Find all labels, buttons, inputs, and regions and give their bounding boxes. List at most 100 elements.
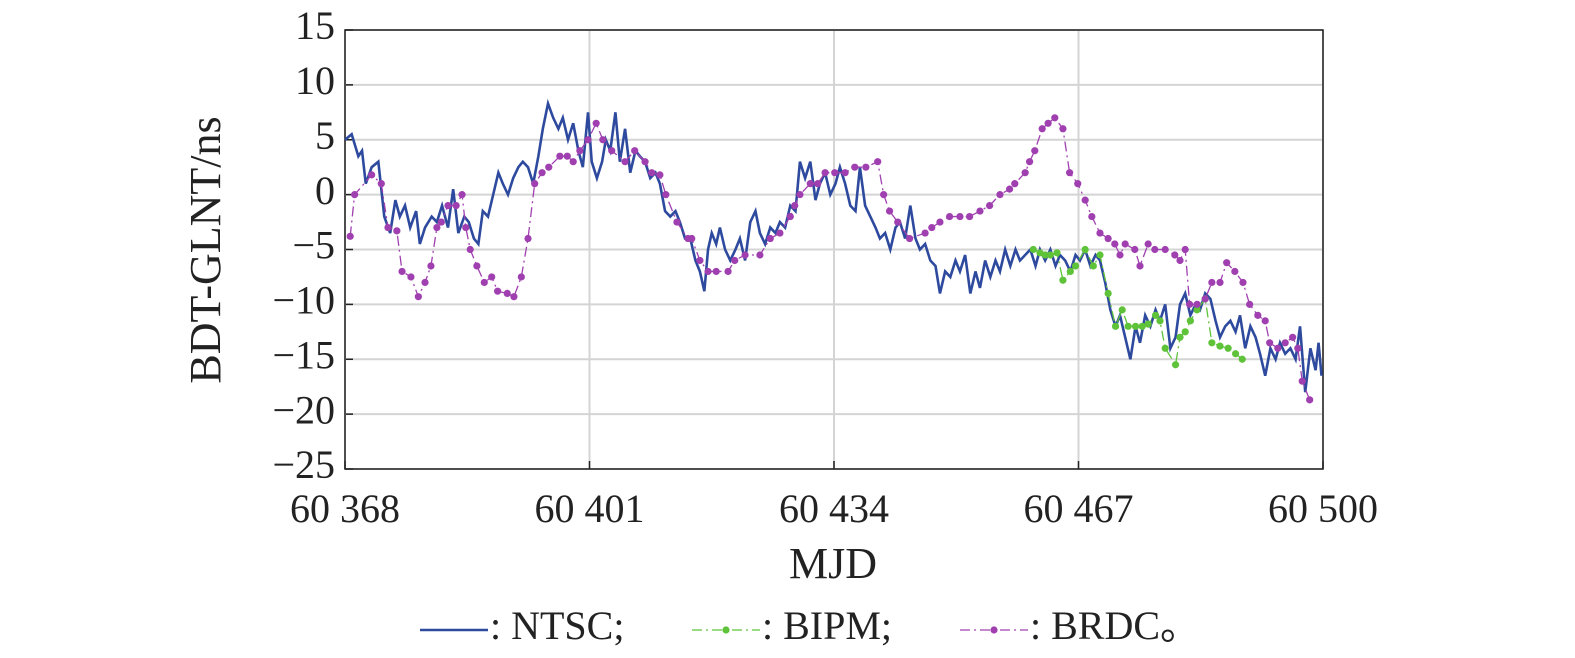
y-tick-label: −15 — [272, 332, 335, 377]
series-marker — [427, 262, 435, 270]
series-marker — [1223, 259, 1231, 267]
series-marker — [1144, 240, 1152, 248]
series-marker — [584, 136, 592, 144]
y-tick-label: 0 — [315, 168, 335, 213]
series-marker — [776, 229, 784, 237]
series-marker — [377, 180, 385, 188]
series-marker — [1081, 196, 1089, 204]
series-marker — [351, 191, 359, 199]
series-marker — [494, 287, 502, 295]
series-marker — [648, 169, 656, 177]
series-marker — [756, 251, 764, 259]
x-tick-label: 60 500 — [1268, 486, 1378, 531]
series-marker — [592, 119, 600, 127]
series-marker — [1181, 328, 1189, 336]
series-marker — [1144, 320, 1152, 328]
series-marker — [576, 147, 584, 155]
series-marker — [766, 234, 774, 243]
series-marker — [1246, 300, 1254, 308]
series-marker — [1104, 234, 1112, 243]
series-marker — [1208, 278, 1216, 287]
series-marker — [368, 171, 376, 179]
series-marker — [599, 136, 607, 144]
series-marker — [1281, 339, 1289, 347]
series-marker — [894, 218, 902, 226]
series-marker — [1216, 342, 1224, 350]
series-marker — [1156, 317, 1164, 325]
series-marker — [1176, 256, 1184, 265]
series-marker — [1171, 251, 1179, 259]
series-marker — [1074, 180, 1082, 188]
x-tick-label: 60 401 — [535, 486, 645, 531]
series-marker — [1066, 267, 1074, 276]
series-marker — [1254, 311, 1262, 319]
series-marker — [437, 218, 445, 226]
series-marker — [346, 232, 354, 240]
legend-key-marker — [990, 626, 998, 634]
series-marker — [1208, 339, 1216, 347]
series-marker — [1038, 125, 1046, 133]
series-marker — [488, 273, 496, 281]
series-marker — [1161, 344, 1169, 352]
series-marker — [510, 293, 518, 301]
legend-label: : NTSC; — [490, 603, 624, 648]
series-marker — [1216, 278, 1224, 287]
legend-key-marker — [722, 626, 730, 634]
series-marker — [1131, 322, 1140, 330]
series-marker — [1298, 377, 1306, 385]
series-marker — [741, 251, 749, 259]
series-marker — [1231, 267, 1239, 276]
series-marker — [398, 267, 406, 276]
series-marker — [1031, 147, 1039, 155]
series-marker — [831, 169, 839, 177]
series-line — [349, 116, 1311, 401]
series-marker — [1261, 317, 1269, 325]
series-marker — [1294, 344, 1302, 352]
series-marker — [1053, 249, 1061, 257]
legend-label: : BRDC。 — [1030, 603, 1200, 648]
x-tick-label: 60 434 — [779, 486, 889, 531]
series-marker — [1201, 295, 1209, 303]
series-marker — [945, 212, 954, 221]
series-marker — [444, 202, 452, 210]
series-marker — [1138, 322, 1146, 330]
series-marker — [1171, 361, 1180, 369]
series-line — [344, 98, 1323, 393]
series-marker — [936, 218, 944, 226]
series-marker — [786, 212, 794, 221]
series-marker — [806, 180, 814, 188]
y-tick-label: −20 — [272, 387, 335, 432]
series-marker — [1306, 396, 1314, 404]
x-tick-label: 60 467 — [1024, 486, 1134, 531]
series-marker — [1238, 355, 1246, 363]
series-marker — [608, 147, 616, 155]
series-marker — [1111, 322, 1120, 330]
series-marker — [1029, 245, 1037, 254]
series-marker — [1046, 251, 1054, 259]
y-tick-label: 10 — [295, 58, 335, 103]
series-marker — [821, 169, 829, 177]
y-tick-label: −10 — [272, 278, 335, 323]
series-marker — [851, 163, 859, 171]
series-marker — [1151, 311, 1160, 319]
series-marker — [1096, 229, 1104, 237]
series-marker — [452, 202, 460, 210]
series-marker — [1193, 300, 1201, 308]
series-marker — [1011, 180, 1019, 188]
series-marker — [545, 163, 553, 171]
series-marker — [1111, 240, 1119, 248]
series-marker — [503, 289, 511, 297]
x-axis-label: MJD — [789, 539, 877, 588]
series-marker — [874, 158, 882, 166]
series-marker — [1059, 125, 1067, 133]
series-marker — [458, 191, 466, 199]
y-tick-label: −5 — [292, 223, 335, 268]
series-marker — [862, 163, 870, 171]
series-marker — [1104, 289, 1112, 297]
series-marker — [1231, 350, 1240, 358]
series-marker — [462, 223, 470, 232]
series-marker — [814, 180, 822, 188]
series-marker — [996, 191, 1004, 199]
series-marker — [921, 229, 929, 237]
series-marker — [473, 262, 481, 270]
